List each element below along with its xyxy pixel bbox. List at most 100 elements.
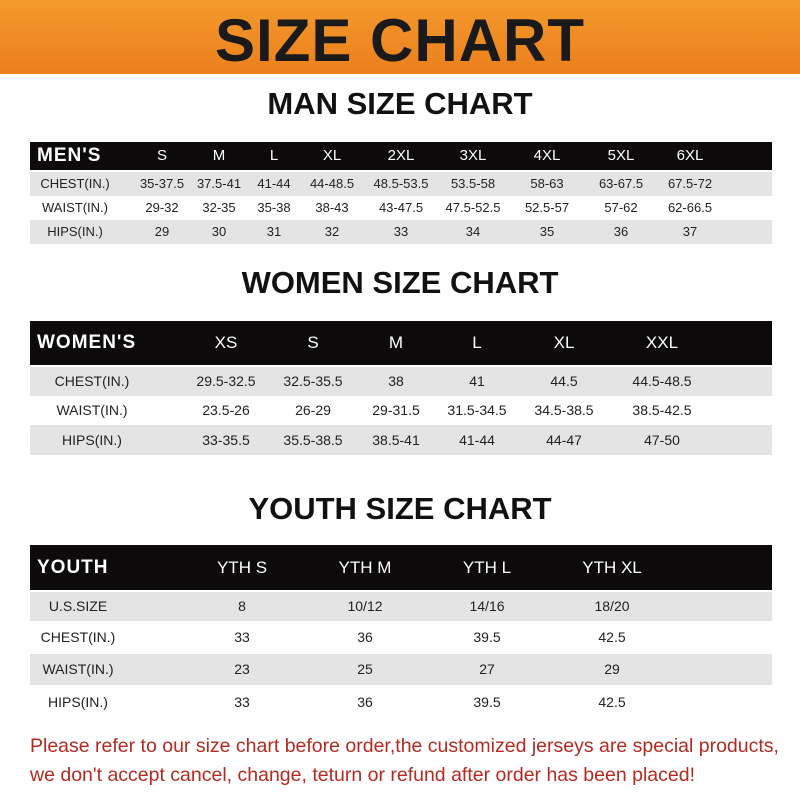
table-cell: 52.5-57 (524, 200, 570, 215)
size-header: M (388, 333, 404, 352)
footer-notice-line1: Please refer to our size chart before or… (30, 735, 779, 757)
measurement-label: WAIST(IN.) (42, 200, 108, 215)
table-cell: 38.5-41 (372, 432, 420, 448)
size-header: XL (322, 147, 342, 164)
table-cell: 38-43 (315, 200, 349, 215)
table-cell: 36 (357, 694, 373, 710)
table-row: HIPS(IN.) 33-35.5 35.5-38.5 38.5-41 41-44 44-… (30, 425, 772, 455)
table-cell: 29 (154, 224, 170, 239)
youth-section-title: YOUTH SIZE CHART (248, 491, 552, 526)
table-cell: 23.5-26 (202, 402, 250, 418)
table-cell: 44-47 (546, 432, 582, 448)
women-section-title: WOMEN SIZE CHART (241, 265, 559, 300)
measurement-label: WAIST(IN.) (42, 661, 114, 677)
table-cell: 41 (469, 373, 485, 389)
table-cell: 41-44 (257, 176, 291, 191)
size-header: 2XL (387, 147, 415, 164)
table-cell: 44.5-48.5 (632, 373, 692, 389)
size-header: 3XL (459, 147, 487, 164)
size-header: 4XL (533, 147, 561, 164)
measurement-label: WAIST(IN.) (56, 402, 128, 418)
table-cell: 39.5 (473, 694, 501, 710)
women-header-row: WOMEN'S XS S M L XL XXL (30, 321, 772, 365)
table-cell: 37.5-41 (196, 176, 242, 191)
table-cell: 38.5-42.5 (632, 402, 692, 418)
youth-header-row: YOUTH YTH S YTH M YTH L YTH XL (30, 545, 772, 590)
table-cell: 31.5-34.5 (447, 402, 507, 418)
table-cell: 44.5 (550, 373, 578, 389)
table-cell: 33-35.5 (202, 432, 250, 448)
table-row: WAIST(IN.) 29-32 32-35 35-38 38-43 43-47.5 47.… (30, 196, 772, 220)
size-header: L (269, 147, 279, 164)
table-row: CHEST(IN.) 29.5-32.5 32.5-35.5 38 41 44.5 44.5… (30, 367, 772, 396)
table-cell: 62-66.5 (667, 200, 713, 215)
table-cell: 33 (234, 694, 250, 710)
measurement-label: U.S.SIZE (48, 598, 108, 614)
footer-notice-line2: we don't accept cancel, change, teturn o… (30, 764, 695, 786)
table-cell: 35-37.5 (139, 176, 185, 191)
table-cell: 32 (324, 224, 340, 239)
measurement-label: CHEST(IN.) (40, 629, 116, 645)
table-cell: 14/16 (469, 598, 505, 614)
size-header: XL (553, 333, 575, 352)
table-cell: 34 (465, 224, 481, 239)
size-header: YTH XL (582, 558, 642, 577)
table-cell: 39.5 (473, 629, 501, 645)
table-cell: 27 (479, 661, 495, 677)
table-cell: 38 (388, 373, 404, 389)
table-cell: 18/20 (594, 598, 630, 614)
measurement-label: HIPS(IN.) (48, 694, 108, 710)
table-cell: 36 (613, 224, 629, 239)
size-header: YTH S (216, 558, 268, 577)
table-cell: 35-38 (257, 200, 291, 215)
table-cell: 42.5 (598, 694, 626, 710)
table-cell: 67.5-72 (667, 176, 713, 191)
table-cell: 8 (238, 598, 246, 614)
table-cell: 57-62 (604, 200, 638, 215)
size-header: XXL (645, 333, 679, 352)
size-header: 5XL (607, 147, 635, 164)
measurement-label: CHEST(IN.) (54, 373, 130, 389)
table-cell: 53.5-58 (450, 176, 496, 191)
table-cell: 33 (234, 629, 250, 645)
table-category-label: YOUTH (37, 557, 109, 578)
men-section-title: MAN SIZE CHART (267, 86, 533, 121)
table-row: CHEST(IN.) 33 36 39.5 42.5 (30, 622, 772, 653)
table-cell: 25 (357, 661, 373, 677)
measurement-label: CHEST(IN.) (40, 176, 110, 191)
size-header: 6XL (676, 147, 704, 164)
size-header: YTH M (338, 558, 392, 577)
size-header: M (212, 147, 226, 164)
table-cell: 10/12 (347, 598, 383, 614)
table-cell: 30 (211, 224, 227, 239)
table-cell: 31 (266, 224, 282, 239)
table-cell: 36 (357, 629, 373, 645)
table-cell: 29-31.5 (372, 402, 420, 418)
table-cell: 29.5-32.5 (196, 373, 256, 389)
table-row: U.S.SIZE 8 10/12 14/16 18/20 (30, 592, 772, 621)
measurement-label: HIPS(IN.) (47, 224, 103, 239)
men-header-row: MEN'S S M L XL 2XL 3XL 4XL 5XL 6XL (30, 142, 772, 170)
size-header: YTH L (462, 558, 512, 577)
table-cell: 42.5 (598, 629, 626, 645)
table-cell: 34.5-38.5 (534, 402, 594, 418)
table-cell: 41-44 (459, 432, 495, 448)
table-category-label: MEN'S (37, 145, 102, 166)
size-header: S (156, 147, 168, 164)
table-cell: 32-35 (202, 200, 236, 215)
table-cell: 29-32 (145, 200, 179, 215)
table-cell: 44-48.5 (309, 176, 355, 191)
table-row: WAIST(IN.) 23.5-26 26-29 29-31.5 31.5-34.5 34… (30, 396, 772, 425)
table-cell: 23 (234, 661, 250, 677)
measurement-label: HIPS(IN.) (62, 432, 122, 448)
table-cell: 29 (604, 661, 620, 677)
size-header: S (307, 333, 319, 352)
table-cell: 33 (393, 224, 409, 239)
banner-title: SIZE CHART (215, 7, 585, 74)
table-category-label: WOMEN'S (37, 332, 137, 353)
table-cell: 37 (682, 224, 698, 239)
table-cell: 43-47.5 (378, 200, 424, 215)
table-cell: 47-50 (644, 432, 680, 448)
header-banner: SIZE CHART (0, 0, 800, 74)
table-cell: 35.5-38.5 (283, 432, 343, 448)
